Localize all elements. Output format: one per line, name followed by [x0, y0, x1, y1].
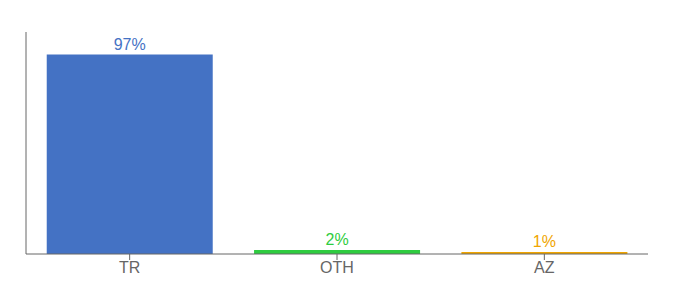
svg-text:1%: 1% [533, 233, 556, 250]
svg-text:AZ: AZ [534, 259, 555, 276]
svg-text:OTH: OTH [320, 259, 354, 276]
svg-text:TR: TR [119, 259, 140, 276]
svg-text:97%: 97% [114, 36, 146, 53]
svg-text:2%: 2% [326, 231, 349, 248]
